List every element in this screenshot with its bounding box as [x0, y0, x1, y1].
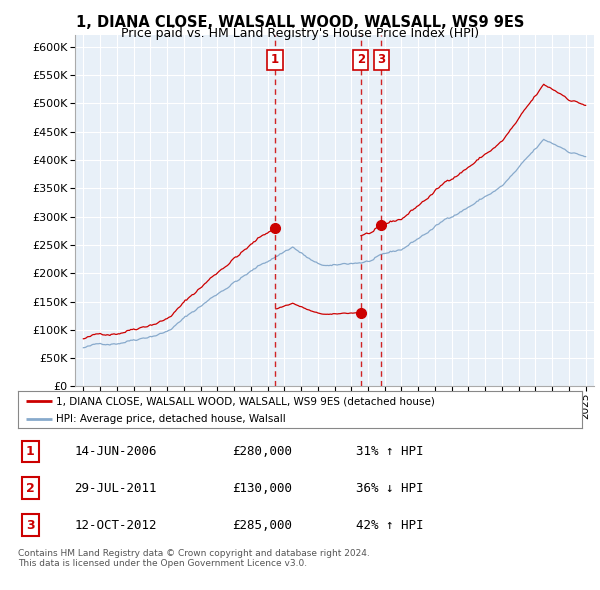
Text: 1, DIANA CLOSE, WALSALL WOOD, WALSALL, WS9 9ES: 1, DIANA CLOSE, WALSALL WOOD, WALSALL, W…	[76, 15, 524, 30]
Text: £130,000: £130,000	[232, 481, 292, 495]
Text: 3: 3	[377, 54, 385, 67]
Text: Contains HM Land Registry data © Crown copyright and database right 2024.
This d: Contains HM Land Registry data © Crown c…	[18, 549, 370, 568]
Text: HPI: Average price, detached house, Walsall: HPI: Average price, detached house, Wals…	[56, 414, 286, 424]
Text: 3: 3	[26, 519, 35, 532]
Text: 42% ↑ HPI: 42% ↑ HPI	[356, 519, 424, 532]
Text: £285,000: £285,000	[232, 519, 292, 532]
Text: 2: 2	[357, 54, 365, 67]
Text: 36% ↓ HPI: 36% ↓ HPI	[356, 481, 424, 495]
Text: 12-OCT-2012: 12-OCT-2012	[74, 519, 157, 532]
Text: 1, DIANA CLOSE, WALSALL WOOD, WALSALL, WS9 9ES (detached house): 1, DIANA CLOSE, WALSALL WOOD, WALSALL, W…	[56, 396, 435, 406]
Text: £280,000: £280,000	[232, 445, 292, 458]
Text: 1: 1	[26, 445, 35, 458]
Text: 1: 1	[271, 54, 279, 67]
Text: 31% ↑ HPI: 31% ↑ HPI	[356, 445, 424, 458]
Text: 14-JUN-2006: 14-JUN-2006	[74, 445, 157, 458]
Text: Price paid vs. HM Land Registry's House Price Index (HPI): Price paid vs. HM Land Registry's House …	[121, 27, 479, 40]
Text: 29-JUL-2011: 29-JUL-2011	[74, 481, 157, 495]
Text: 2: 2	[26, 481, 35, 495]
